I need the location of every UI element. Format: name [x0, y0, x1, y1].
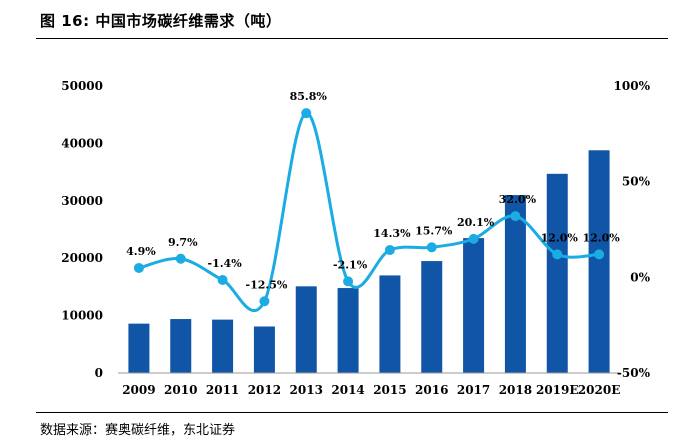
y-left-tick-label: 20000 [61, 251, 103, 265]
growth-point-2017 [468, 233, 479, 244]
growth-data-label: 12.0% [582, 231, 620, 244]
bar-2011 [212, 319, 234, 373]
y-right-tick-label: 100% [614, 79, 651, 93]
x-tick-label: 2011 [206, 383, 239, 397]
bar-2012 [253, 326, 275, 373]
x-tick-label: 2012 [248, 383, 281, 397]
x-tick-label: 2015 [373, 383, 406, 397]
bottom-rule [36, 412, 668, 413]
x-tick-label: 2009 [122, 383, 155, 397]
x-tick-label: 2017 [457, 383, 490, 397]
growth-point-2020E [594, 249, 605, 260]
y-left-tick-label: 50000 [61, 79, 103, 93]
x-tick-label: 2019E [536, 383, 579, 397]
y-right-tick-label: 50% [622, 175, 651, 189]
bar-2020E [588, 150, 610, 373]
growth-point-2011 [217, 275, 228, 286]
growth-data-label: 9.7% [168, 236, 198, 249]
bar-2017 [463, 238, 485, 373]
growth-data-label: 32.0% [499, 193, 537, 206]
growth-data-label: 14.3% [373, 227, 411, 240]
y-right-tick-label: 0% [630, 270, 650, 284]
growth-data-label: -1.4% [208, 257, 243, 270]
figure-title: 图 16: 中国市场碳纤维需求（吨） [40, 12, 282, 30]
y-left-tick-label: 0 [95, 366, 103, 380]
growth-data-label: 85.8% [290, 90, 328, 103]
x-tick-label: 2016 [415, 383, 448, 397]
labels-layer: 4.9% 9.7% -1.4%-12.5% 85.8% -2.1% 14.3% 15.7% 2… [126, 90, 620, 291]
growth-point-2015 [384, 244, 395, 255]
bar-2010 [170, 319, 192, 373]
chart-area: 2009 2010 2011 2012 2013 2014 2015 2016 2017 2018… [61, 79, 650, 397]
growth-point-2009 [133, 262, 144, 273]
growth-point-2018 [510, 211, 521, 222]
y-right-tick-label: -50% [617, 366, 651, 380]
growth-point-2012 [259, 296, 270, 307]
bar-2016 [421, 261, 443, 373]
x-tick-label: 2013 [290, 383, 323, 397]
bar-2019E [546, 173, 568, 373]
y-left-tick-label: 10000 [61, 309, 103, 323]
x-tick-label: 2010 [164, 383, 197, 397]
growth-data-label: 4.9% [126, 245, 156, 258]
bars-layer [128, 150, 610, 373]
line-layer [133, 108, 605, 312]
bar-2015 [379, 275, 401, 373]
x-tick-label: 2014 [331, 383, 364, 397]
figure-header: 图 16: 中国市场碳纤维需求（吨） [0, 0, 694, 40]
bar-2013 [295, 286, 317, 373]
y-left-tick-label: 30000 [61, 194, 103, 208]
bar-2018 [504, 195, 526, 373]
growth-line [138, 111, 600, 312]
growth-data-label: -2.1% [333, 258, 368, 271]
growth-data-label: 12.0% [541, 231, 579, 244]
growth-point-2010 [175, 253, 186, 264]
growth-point-2016 [426, 242, 437, 253]
bar-2014 [337, 288, 359, 373]
growth-data-label: -12.5% [246, 278, 288, 291]
bar-2009 [128, 323, 150, 373]
growth-data-label: 15.7% [415, 224, 453, 237]
growth-point-2013 [301, 108, 312, 119]
growth-data-label: 20.1% [457, 216, 495, 229]
y-left-tick-label: 40000 [61, 136, 103, 150]
x-tick-label: 2020E [578, 383, 621, 397]
growth-point-2019E [552, 249, 563, 260]
top-rule [36, 38, 668, 39]
x-tick-label: 2018 [499, 383, 532, 397]
figure-source: 数据来源：赛奥碳纤维，东北证券 [40, 423, 236, 438]
growth-point-2014 [343, 276, 354, 287]
axes-layer: 2009 2010 2011 2012 2013 2014 2015 2016 2017 2018… [61, 79, 650, 397]
